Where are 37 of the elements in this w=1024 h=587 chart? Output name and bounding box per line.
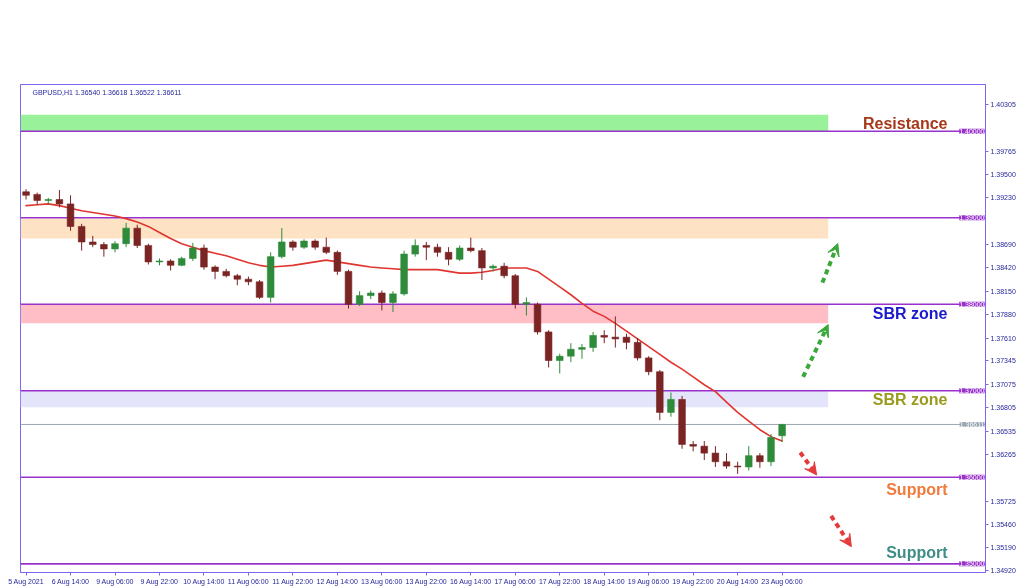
candlestick <box>200 244 208 271</box>
candlestick <box>211 264 219 280</box>
band-label: SBR zone <box>872 305 948 323</box>
candlestick <box>633 337 642 362</box>
candlestick <box>22 188 30 201</box>
band-label: SBR zone <box>872 390 948 408</box>
candlestick <box>489 263 497 272</box>
candlestick <box>255 279 264 300</box>
candlestick <box>444 246 453 266</box>
candlestick <box>66 194 75 232</box>
candlestick <box>278 227 286 259</box>
candlestick <box>611 315 619 349</box>
candlestick <box>522 296 531 317</box>
candlestick <box>122 222 130 248</box>
candlestick <box>567 342 575 363</box>
annotation: Support <box>886 481 949 499</box>
candlestick <box>667 392 675 418</box>
candlestick <box>478 247 486 281</box>
candlestick <box>100 241 108 258</box>
candlestick <box>133 224 141 249</box>
candlestick <box>745 445 753 471</box>
candlestick <box>189 242 197 262</box>
candlestick <box>389 290 397 313</box>
candlestick <box>700 440 708 461</box>
candlestick <box>378 289 386 311</box>
candlestick <box>556 353 564 374</box>
candlestick <box>756 452 764 469</box>
candlestick <box>589 331 597 353</box>
band-label: Resistance <box>863 114 948 132</box>
candlestick <box>578 343 586 360</box>
candlestick <box>711 445 720 468</box>
candlestick <box>78 223 86 252</box>
candlestick <box>645 355 653 376</box>
annotation: Support <box>886 543 949 561</box>
candlestick <box>144 243 152 265</box>
candlestick <box>422 241 430 261</box>
candlestick <box>333 250 342 276</box>
